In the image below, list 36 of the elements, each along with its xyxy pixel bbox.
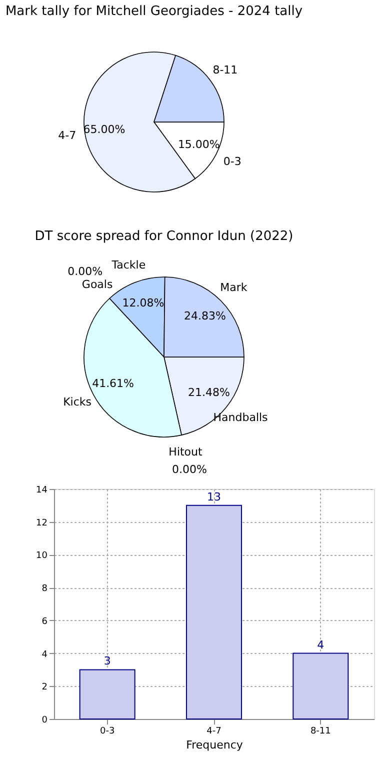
chart-title: Mark tally for Mitchell Georgiades - 2024 tally xyxy=(5,4,303,19)
data-label: 21.48% xyxy=(188,386,230,399)
data-label: 4 xyxy=(317,638,324,652)
y-tick-label: 4 xyxy=(42,650,48,660)
slice-label: Mark xyxy=(220,281,248,294)
text: 0.00% xyxy=(172,463,207,476)
x-axis-title: Frequency xyxy=(186,738,244,752)
data-label: 13 xyxy=(207,490,221,504)
slice-label: 0-3 xyxy=(223,154,242,168)
data-label: 15.00% xyxy=(178,138,220,151)
y-tick-label: 12 xyxy=(36,518,48,528)
data-label: 3 xyxy=(104,654,111,668)
bar xyxy=(186,504,242,720)
data-label: 24.83% xyxy=(184,309,226,322)
data-label: 12.08% xyxy=(122,296,164,310)
slice-label: Tackle xyxy=(110,258,146,272)
x-tick-label: 8-11 xyxy=(310,726,331,736)
bar xyxy=(79,669,136,720)
slice-label: Kicks xyxy=(63,396,92,409)
text: 0.00% xyxy=(68,264,103,278)
y-tick-label: 6 xyxy=(42,616,48,627)
slice-label: Handballs xyxy=(213,411,268,424)
chart-title: DT score spread for Connor Idun (2022) xyxy=(34,229,294,244)
y-tick-label: 10 xyxy=(36,551,48,562)
category-label: Hitout xyxy=(168,446,202,459)
x-tick-label: 0-3 xyxy=(100,726,115,736)
y-tick-label: 2 xyxy=(42,682,48,693)
category-label: Goals xyxy=(82,278,113,292)
data-label: 41.61% xyxy=(92,376,134,390)
slice-label: 8-11 xyxy=(212,63,238,76)
y-tick-label: 8 xyxy=(42,584,48,594)
y-tick-label: 14 xyxy=(36,486,48,496)
y-tick-label: 0 xyxy=(42,716,48,726)
x-tick-label: 4-7 xyxy=(206,726,222,736)
bar xyxy=(292,652,349,720)
slice-label: 4-7 xyxy=(58,128,76,142)
